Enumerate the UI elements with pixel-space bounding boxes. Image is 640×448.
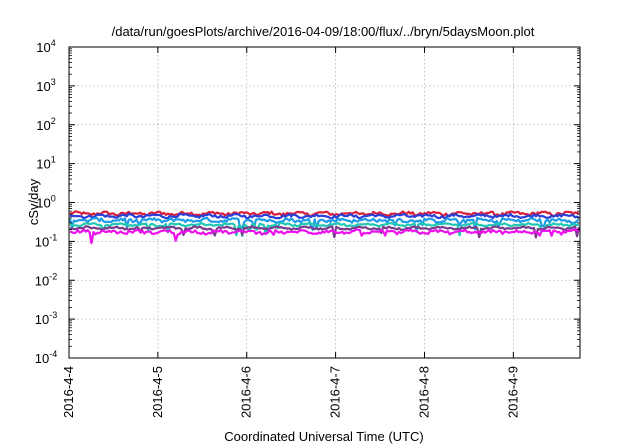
series-line-4: [69, 221, 580, 238]
series-line-2: [70, 212, 580, 220]
series-layer: [68, 210, 581, 245]
y-tick-label: 101: [36, 155, 55, 172]
x-tick-label: 2016-4-6: [239, 366, 254, 418]
series-line-3: [68, 216, 580, 231]
series-line-1: [69, 210, 580, 218]
y-tick-label: 10-2: [35, 271, 57, 288]
x-tick-label: 2016-4-9: [505, 366, 520, 418]
series-line-5: [69, 225, 581, 239]
y-axis-label: cSv/day: [26, 178, 41, 225]
y-tick-label: 103: [36, 77, 55, 94]
x-tick-label: 2016-4-4: [61, 366, 76, 418]
series-line-6: [69, 228, 580, 245]
x-tick-label: 2016-4-8: [416, 366, 431, 418]
x-axis-label: Coordinated Universal Time (UTC): [224, 429, 423, 444]
y-ticks: 10-4 10-3 10-2 10-1 100 101 102 103 104: [35, 38, 580, 366]
y-tick-label: 10-1: [35, 232, 57, 249]
y-tick-label: 100: [36, 194, 55, 211]
x-tick-label: 2016-4-7: [328, 366, 343, 418]
x-ticks: 2016-4-4 2016-4-5 2016-4-6 2016-4-7 2016-4-8…: [61, 47, 520, 418]
y-tick-label: 102: [36, 116, 55, 133]
grid: [69, 47, 580, 358]
y-tick-label: 104: [36, 38, 55, 55]
y-tick-label: 10-4: [35, 349, 57, 366]
y-tick-label: 10-3: [35, 310, 57, 327]
x-tick-label: 2016-4-5: [150, 366, 165, 418]
chart-title: /data/run/goesPlots/archive/2016-04-09/1…: [112, 24, 535, 39]
